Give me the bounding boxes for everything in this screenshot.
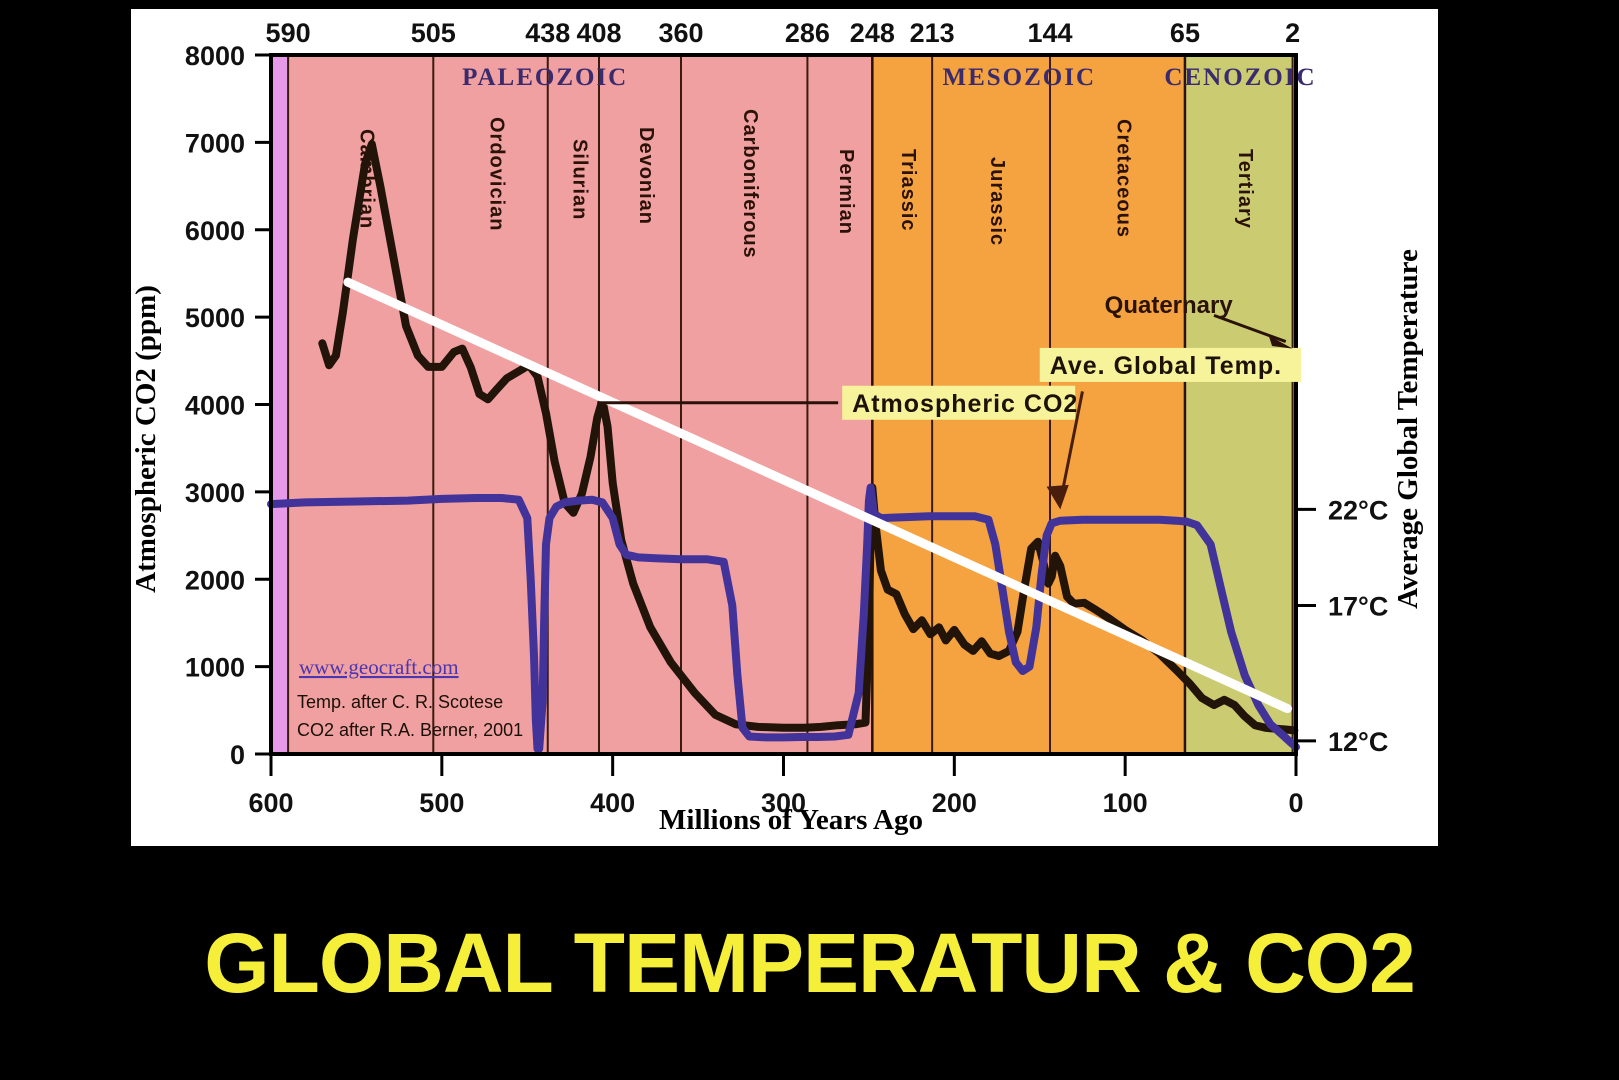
era-label-mesozoic: MESOZOIC	[943, 64, 1097, 91]
top-axis-tick-label: 2	[1285, 18, 1300, 48]
period-label-triassic: Triassic	[897, 149, 919, 232]
precambrian-band	[271, 55, 289, 754]
x-tick-label: 400	[590, 788, 635, 818]
geologic-period-bands	[271, 55, 1296, 754]
period-label-cretaceous: Cretaceous	[1113, 119, 1135, 238]
top-axis-tick-label: 505	[411, 18, 456, 48]
x-tick-label: 200	[932, 788, 977, 818]
y2-tick-label: 17°C	[1328, 591, 1388, 621]
y2-tick-label: 22°C	[1328, 495, 1388, 525]
y-tick-label: 0	[230, 740, 245, 770]
period-label-tertiary: Tertiary	[1234, 149, 1256, 229]
y-tick-label: 1000	[185, 653, 245, 683]
top-axis-tick-label: 65	[1170, 18, 1200, 48]
top-axis-tick-label: 286	[785, 18, 830, 48]
annotation-ave-global-temp-bg	[1039, 347, 1302, 382]
annotation-atmospheric-co2-text: Atmospheric CO2	[852, 390, 1078, 418]
top-axis-tick-label: 590	[266, 18, 311, 48]
series-ave-global-temp	[267, 483, 1300, 753]
period-band-silurian	[547, 55, 599, 754]
y-tick-label: 6000	[185, 216, 245, 246]
title-bar: GLOBAL TEMPERATUR & CO2	[0, 846, 1619, 1080]
x-tick-label: 0	[1288, 788, 1303, 818]
period-label-devonian: Devonian	[635, 127, 657, 225]
x-tick-label: 100	[1103, 788, 1148, 818]
annotation-ave-global-temp-text: Ave. Global Temp.	[1050, 352, 1282, 380]
y2-tick-label: 12°C	[1328, 727, 1388, 757]
x-tick-label: 500	[419, 788, 464, 818]
y2-axis-title: Average Global Temperature	[1392, 249, 1424, 609]
x-tick-label: 600	[248, 788, 293, 818]
period-band-ordovician	[433, 55, 548, 754]
x-tick-label: 300	[761, 788, 806, 818]
y-tick-label: 2000	[185, 565, 245, 595]
x-axis-title: Millions of Years Ago	[659, 804, 923, 836]
era-label-cenozoic: CENOZOIC	[1164, 64, 1316, 91]
period-band-carboniferous	[681, 55, 808, 754]
credit-co2: CO2 after R.A. Berner, 2001	[297, 720, 523, 740]
y-tick-label: 3000	[185, 478, 245, 508]
top-axis-tick-label: 438	[525, 18, 570, 48]
period-label-silurian: Silurian	[568, 139, 590, 220]
era-label-paleozoic: PALEOZOIC	[462, 64, 628, 91]
period-label-ordovician: Ordovician	[486, 117, 508, 231]
series-trend-line	[343, 277, 1292, 714]
period-label-jurassic: Jurassic	[986, 157, 1008, 246]
y-tick-label: 7000	[185, 128, 245, 158]
y-tick-label: 8000	[185, 41, 245, 71]
source-website: www.geocraft.com	[299, 655, 459, 679]
top-axis-tick-label: 360	[658, 18, 703, 48]
credit-temp: Temp. after C. R. Scotese	[297, 692, 503, 712]
period-label-carboniferous: Carboniferous	[739, 109, 761, 259]
temp-arrow-shaft	[1058, 391, 1084, 503]
data-series-layer	[267, 140, 1300, 753]
annotation-atmospheric-co2-bg	[842, 385, 1076, 420]
quaternary-arrow-head	[1268, 335, 1293, 349]
co2-temperature-chart: PALEOZOIC MESOZOIC CENOZOIC Cambrian Ordovi…	[131, 9, 1438, 846]
top-axis-tick-label: 248	[850, 18, 895, 48]
figure-card: PALEOZOIC MESOZOIC CENOZOIC Cambrian Ordovi…	[131, 9, 1438, 846]
top-axis-tick-label: 408	[576, 18, 621, 48]
annotations-layer: Atmospheric CO2 Ave. Global Temp. Quaterna…	[597, 292, 1302, 510]
period-band-tertiary	[1184, 55, 1293, 754]
period-label-quaternary: Quaternary	[1105, 292, 1234, 319]
y-axis-title: Atmospheric CO2 (ppm)	[131, 285, 162, 593]
y-tick-label: 5000	[185, 303, 245, 333]
temp-arrow-head	[1046, 484, 1069, 510]
top-axis-tick-label: 144	[1027, 18, 1072, 48]
page-title: GLOBAL TEMPERATUR & CO2	[204, 916, 1416, 1010]
y-tick-label: 4000	[185, 391, 245, 421]
top-axis-tick-label: 213	[910, 18, 955, 48]
period-label-permian: Permian	[835, 149, 857, 235]
quaternary-arrow-shaft	[1213, 313, 1287, 343]
series-atmospheric-co2	[318, 140, 1299, 735]
era-labels: PALEOZOIC MESOZOIC CENOZOIC	[462, 64, 1316, 91]
